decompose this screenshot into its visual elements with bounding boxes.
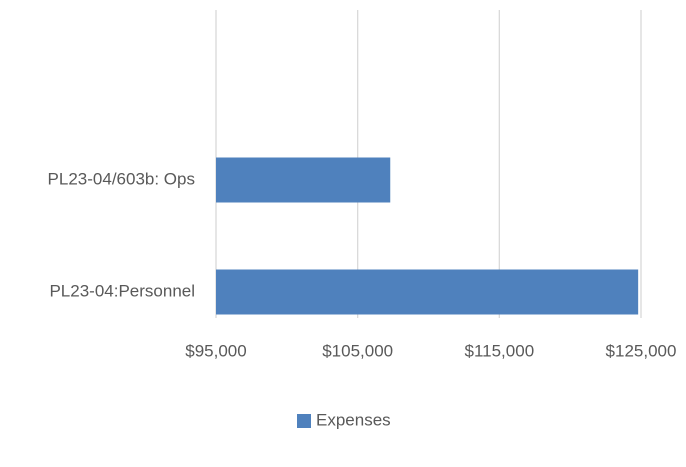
bar [216,157,391,203]
legend-swatch [297,414,311,428]
y-tick-label: PL23-04/603b: Ops [48,169,195,188]
x-tick-label: $105,000 [322,341,393,360]
bar [216,269,639,315]
legend-label: Expenses [316,410,391,429]
y-tick-label: PL23-04:Personnel [49,281,195,300]
x-tick-label: $115,000 [465,341,535,360]
x-tick-label: $95,000 [185,341,246,360]
x-tick-label: $125,000 [606,341,677,360]
